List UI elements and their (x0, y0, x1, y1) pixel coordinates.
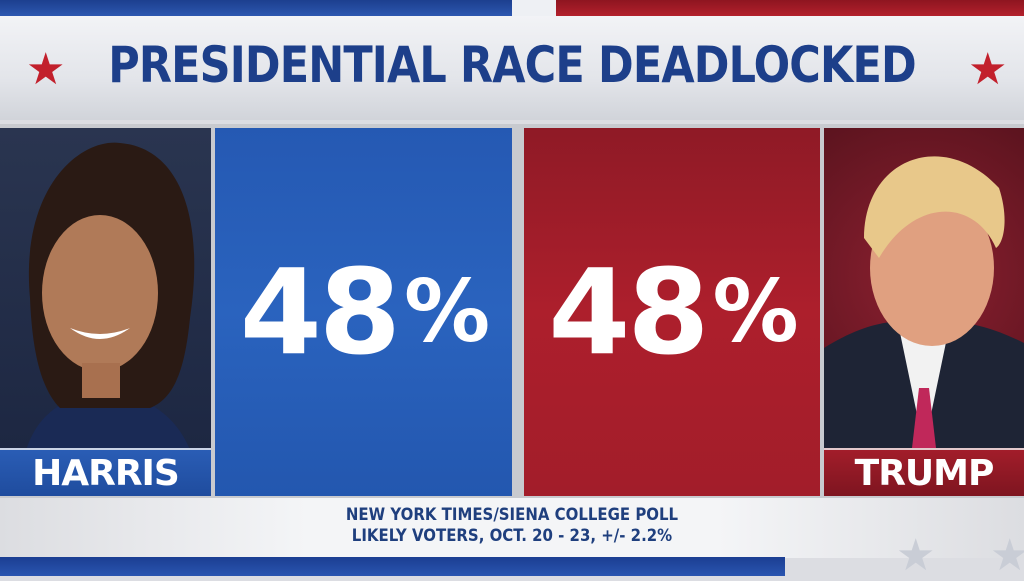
trump-percentage-value: 48 (548, 243, 709, 381)
star-icon: ★ (968, 44, 1008, 95)
top-red-bar (556, 0, 1024, 16)
harris-name-label: HARRIS (0, 448, 211, 496)
caption-band (0, 498, 1024, 558)
top-blue-bar (0, 0, 512, 16)
page-title: PRESIDENTIAL RACE DEADLOCKED (108, 36, 916, 94)
star-icon: ★ (896, 530, 936, 581)
trump-photo (824, 128, 1024, 496)
percent-sign: % (712, 262, 799, 362)
poll-details: LIKELY VOTERS, OCT. 20 - 23, +/- 2.2% (351, 526, 673, 546)
top-divider (512, 0, 556, 16)
star-icon: ★ (26, 44, 66, 95)
harris-percentage-box: 48% (215, 128, 512, 496)
bottom-blue-bar (0, 557, 785, 576)
harris-photo (0, 128, 211, 496)
trump-percentage-box: 48% (524, 128, 820, 496)
poll-source: NEW YORK TIMES/SIENA COLLEGE POLL (345, 505, 679, 525)
trump-name-label: TRUMP (824, 448, 1024, 496)
percent-sign: % (404, 262, 490, 362)
harris-percentage-value: 48 (239, 243, 401, 381)
star-icon: ★ (990, 530, 1024, 581)
title-band (0, 16, 1024, 120)
